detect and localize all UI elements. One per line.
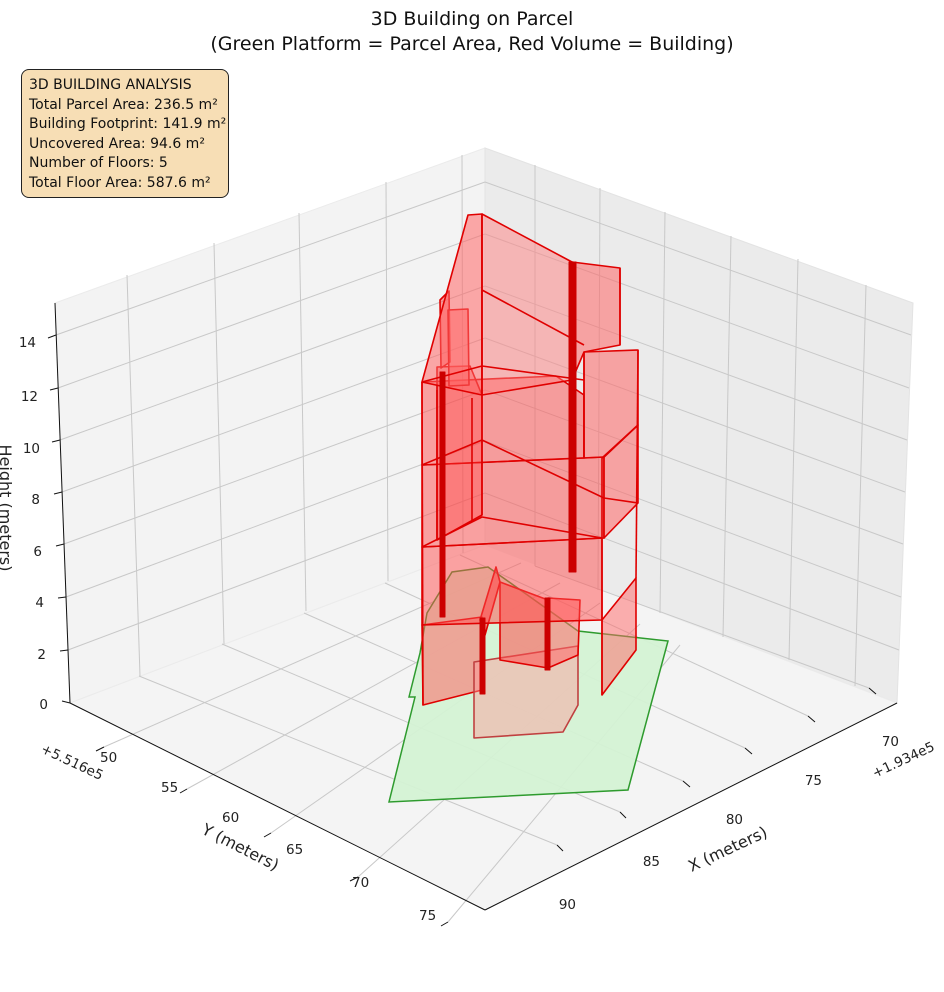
y-axis-label: Y (meters) — [198, 819, 282, 874]
y-tick-label: 75 — [419, 908, 436, 924]
x-tick-label: 80 — [726, 812, 743, 828]
z-tick-label: 2 — [37, 647, 46, 663]
analysis-info-box: 3D BUILDING ANALYSIS Total Parcel Area: … — [21, 69, 229, 198]
building-edge — [421, 381, 424, 706]
x-axis-label: X (meters) — [685, 822, 770, 875]
floor-line — [601, 424, 639, 459]
y-offset-text: +5.516e5 — [38, 741, 105, 784]
y-axis-line — [69, 702, 486, 911]
z-tick-label: 14 — [19, 335, 36, 351]
x-offset-text: +1.934e5 — [870, 739, 937, 782]
building-edge — [635, 349, 639, 579]
z-tick-label: 10 — [23, 441, 40, 457]
chart-subtitle: (Green Platform = Parcel Area, Red Volum… — [210, 33, 733, 55]
z-axis-label: Height (meters) — [0, 445, 15, 572]
z-tick-label: 0 — [39, 697, 48, 713]
y-tick-label: 55 — [161, 780, 178, 796]
y-tick-label: 65 — [286, 842, 303, 858]
info-heading: 3D BUILDING ANALYSIS — [29, 77, 192, 93]
x-tick-label: 75 — [805, 773, 822, 789]
building-column — [568, 261, 577, 573]
chart-title: 3D Building on Parcel — [371, 8, 574, 30]
x-tick-label: 85 — [643, 854, 660, 870]
building-column — [439, 371, 446, 618]
x-tick-label: 70 — [882, 734, 899, 750]
building-volume — [421, 213, 639, 739]
x-axis-line — [484, 702, 898, 911]
z-tick-label: 6 — [33, 544, 42, 560]
axis-lines — [54, 302, 898, 911]
y-tick-label: 70 — [352, 875, 369, 891]
info-total-parcel-area: Total Parcel Area: 236.5 m² — [29, 96, 218, 113]
z-tick-label: 12 — [21, 389, 38, 405]
info-uncovered-area: Uncovered Area: 94.6 m² — [29, 135, 205, 152]
building-face — [421, 616, 483, 706]
z-axis-line — [54, 302, 71, 704]
building-column — [479, 617, 486, 695]
floor-line — [481, 289, 585, 346]
info-total-floor-area: Total Floor Area: 587.6 m² — [29, 174, 211, 191]
z-tick-label: 8 — [31, 492, 40, 508]
x-tick-label: 90 — [559, 897, 576, 913]
info-building-footprint: Building Footprint: 141.9 m² — [29, 116, 227, 133]
z-tick-label: 4 — [35, 595, 44, 611]
z-tick-labels: 0 2 4 6 8 10 12 14 — [19, 335, 48, 713]
tick-marks — [47, 334, 877, 927]
y-tick-label: 50 — [100, 750, 117, 766]
floor-line — [421, 439, 639, 504]
building-column — [544, 597, 551, 671]
info-number-of-floors: Number of Floors: 5 — [29, 155, 168, 172]
y-tick-label: 60 — [222, 810, 239, 826]
